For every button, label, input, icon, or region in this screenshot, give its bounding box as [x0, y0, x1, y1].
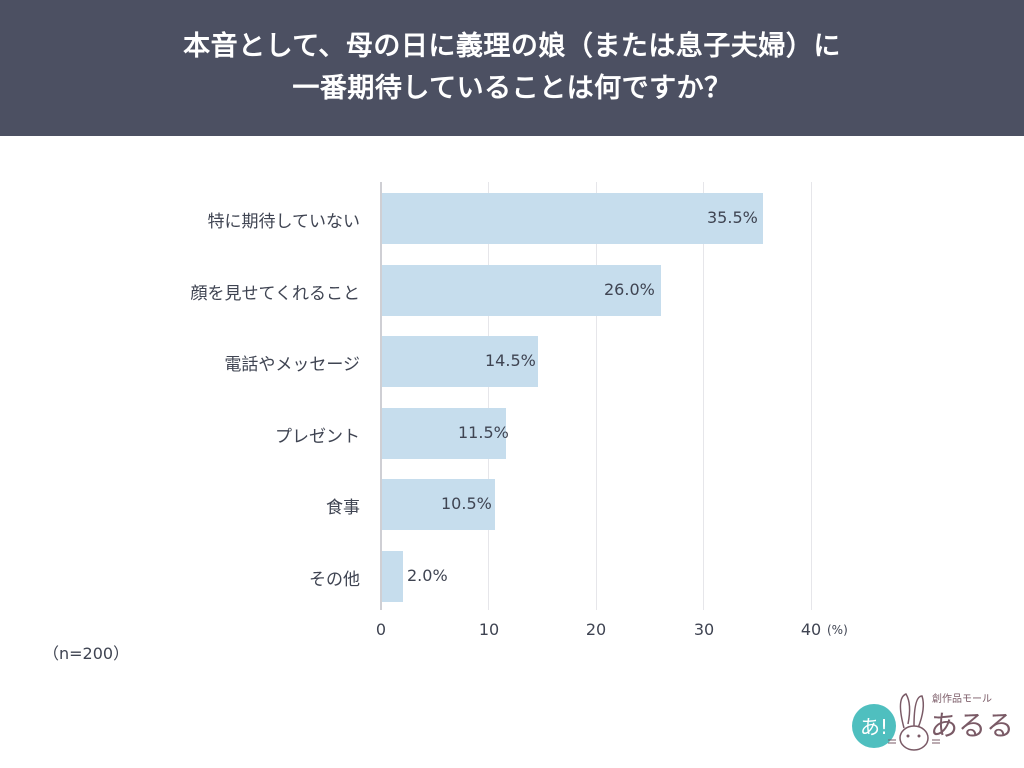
brand-logo: あ! 創作品モール あるる	[852, 688, 1015, 756]
title-line-2: 一番期待していることは何ですか？	[292, 73, 732, 104]
sample-size-note: （n=200）	[43, 644, 130, 663]
gridline-30	[703, 182, 704, 610]
value-label: 14.5%	[485, 351, 536, 370]
bar-1	[382, 265, 661, 316]
x-tick-label: 20	[585, 620, 607, 639]
x-tick-label: 30	[693, 620, 715, 639]
bar-3	[382, 408, 506, 459]
gridline-20	[596, 182, 597, 610]
y-axis-line	[380, 182, 382, 610]
category-label: 特に期待していない	[207, 212, 361, 232]
category-label: 電話やメッセージ	[224, 355, 360, 375]
value-label: 35.5%	[707, 208, 758, 227]
category-label: 顔を見せてくれること	[190, 284, 361, 304]
value-label: 26.0%	[604, 280, 655, 299]
value-label: 11.5%	[458, 423, 509, 442]
bar-2	[382, 336, 538, 387]
gridline-40	[811, 182, 812, 610]
x-tick-label: 40	[800, 620, 822, 639]
bar-4	[382, 479, 495, 530]
value-label: 10.5%	[441, 494, 492, 513]
category-label: その他	[309, 570, 360, 590]
logo-name: あるる	[930, 709, 1015, 742]
svg-text:あ!: あ!	[860, 715, 888, 739]
category-label: 食事	[326, 498, 360, 518]
x-tick-label: 10	[478, 620, 500, 639]
category-label: プレゼント	[275, 427, 360, 447]
x-tick-label: 0	[375, 620, 387, 639]
title-banner: 本音として、母の日に義理の娘（または息子夫婦）に 一番期待していることは何ですか…	[0, 0, 1024, 136]
gridline-10	[488, 182, 489, 610]
bar-5	[382, 551, 403, 602]
x-axis-unit: (%)	[827, 623, 848, 637]
bar-0	[382, 193, 763, 244]
rabbit-logo-icon: あ!	[852, 693, 940, 751]
title-line-1: 本音として、母の日に義理の娘（または息子夫婦）に	[183, 31, 841, 62]
logo-tagline: 創作品モール	[932, 694, 992, 705]
value-label: 2.0%	[407, 566, 448, 585]
